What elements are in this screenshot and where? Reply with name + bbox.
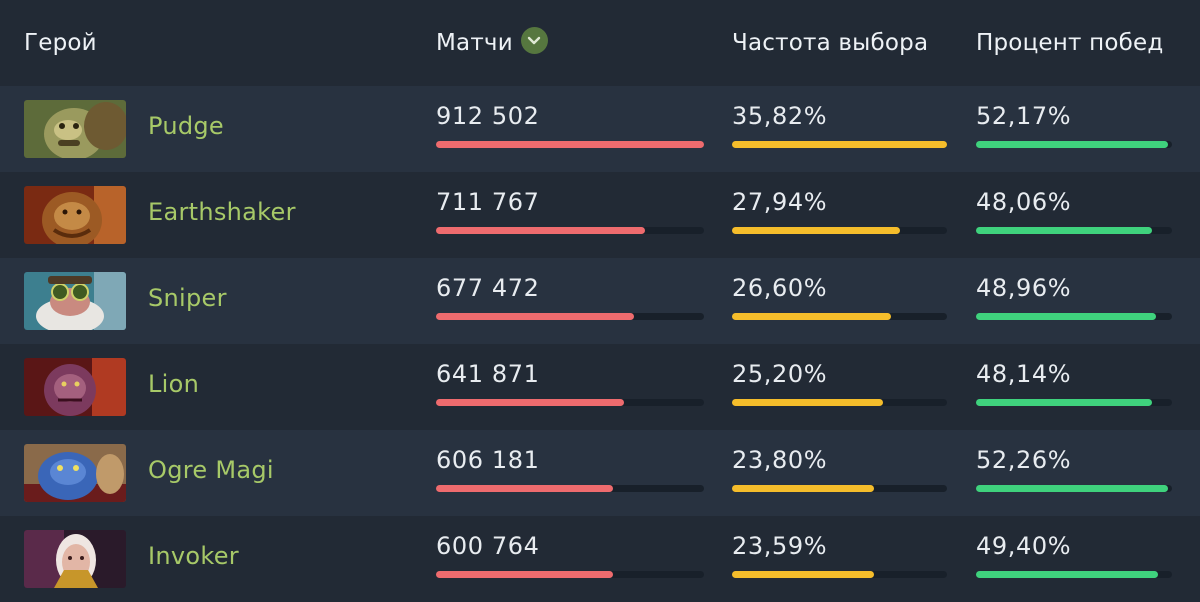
- hero-name[interactable]: Invoker: [148, 542, 239, 570]
- hero-portrait[interactable]: [24, 100, 126, 158]
- win-rate-bar: [976, 227, 1172, 234]
- pick-rate-value: 27,94%: [732, 188, 828, 216]
- win-rate-bar: [976, 571, 1172, 578]
- matches-bar-fill: [436, 227, 646, 234]
- win-rate-bar: [976, 485, 1172, 492]
- hero-portrait[interactable]: [24, 444, 126, 502]
- win-rate-bar: [976, 313, 1172, 320]
- pick-rate-bar: [732, 141, 947, 148]
- hero-name[interactable]: Earthshaker: [148, 198, 296, 226]
- pick-rate-bar-fill: [732, 141, 947, 148]
- win-rate-value: 48,06%: [976, 188, 1072, 216]
- hero-name[interactable]: Sniper: [148, 284, 227, 312]
- table-row[interactable]: Ogre Magi 606 181 23,80% 52,26%: [0, 430, 1200, 516]
- hero-name[interactable]: Pudge: [148, 112, 224, 140]
- hero-portrait[interactable]: [24, 530, 126, 588]
- win-rate-bar-fill: [976, 571, 1159, 578]
- matches-bar: [436, 571, 704, 578]
- matches-value: 600 764: [436, 532, 540, 560]
- matches-bar: [436, 399, 704, 406]
- column-header-win-rate[interactable]: Процент побед: [976, 30, 1164, 56]
- win-rate-bar: [976, 399, 1172, 406]
- column-header-matches-label: Матчи: [436, 30, 513, 56]
- matches-value: 677 472: [436, 274, 540, 302]
- matches-bar-fill: [436, 571, 613, 578]
- matches-bar: [436, 227, 704, 234]
- pick-rate-bar: [732, 227, 947, 234]
- hero-name[interactable]: Lion: [148, 370, 200, 398]
- pick-rate-bar-fill: [732, 399, 883, 406]
- matches-value: 711 767: [436, 188, 540, 216]
- matches-bar-fill: [436, 485, 613, 492]
- table-row[interactable]: Pudge 912 502 35,82% 52,17%: [0, 86, 1200, 172]
- hero-portrait[interactable]: [24, 272, 126, 330]
- column-header-pick-rate[interactable]: Частота выбора: [732, 30, 929, 56]
- win-rate-bar-fill: [976, 399, 1153, 406]
- matches-bar-fill: [436, 313, 635, 320]
- win-rate-value: 52,17%: [976, 102, 1072, 130]
- table-row[interactable]: Lion 641 871 25,20% 48,14%: [0, 344, 1200, 430]
- win-rate-value: 52,26%: [976, 446, 1072, 474]
- table-row[interactable]: Invoker 600 764 23,59% 49,40%: [0, 516, 1200, 602]
- column-header-matches[interactable]: Матчи: [436, 27, 548, 57]
- win-rate-bar-fill: [976, 141, 1169, 148]
- matches-bar-fill: [436, 399, 624, 406]
- pick-rate-bar-fill: [732, 571, 874, 578]
- win-rate-value: 49,40%: [976, 532, 1072, 560]
- column-header-hero[interactable]: Герой: [24, 30, 97, 56]
- win-rate-bar: [976, 141, 1172, 148]
- table-row[interactable]: Sniper 677 472 26,60% 48,96%: [0, 258, 1200, 344]
- chevron-down-icon[interactable]: [520, 27, 548, 54]
- win-rate-value: 48,96%: [976, 274, 1072, 302]
- matches-value: 641 871: [436, 360, 540, 388]
- matches-value: 912 502: [436, 102, 540, 130]
- pick-rate-bar: [732, 399, 947, 406]
- pick-rate-value: 23,59%: [732, 532, 828, 560]
- table-row[interactable]: Earthshaker 711 767 27,94% 48,06%: [0, 172, 1200, 258]
- win-rate-bar-fill: [976, 227, 1153, 234]
- hero-name[interactable]: Ogre Magi: [148, 456, 274, 484]
- hero-portrait[interactable]: [24, 186, 126, 244]
- matches-bar: [436, 485, 704, 492]
- pick-rate-value: 25,20%: [732, 360, 828, 388]
- matches-bar-fill: [436, 141, 704, 148]
- pick-rate-value: 35,82%: [732, 102, 828, 130]
- hero-portrait[interactable]: [24, 358, 126, 416]
- win-rate-value: 48,14%: [976, 360, 1072, 388]
- table-header: Герой Матчи Частота выбора Процент побед: [0, 0, 1200, 86]
- pick-rate-value: 26,60%: [732, 274, 828, 302]
- matches-bar: [436, 313, 704, 320]
- pick-rate-value: 23,80%: [732, 446, 828, 474]
- win-rate-bar-fill: [976, 313, 1157, 320]
- pick-rate-bar-fill: [732, 313, 892, 320]
- pick-rate-bar: [732, 485, 947, 492]
- pick-rate-bar-fill: [732, 227, 900, 234]
- pick-rate-bar: [732, 571, 947, 578]
- win-rate-bar-fill: [976, 485, 1169, 492]
- matches-bar: [436, 141, 704, 148]
- pick-rate-bar-fill: [732, 485, 874, 492]
- pick-rate-bar: [732, 313, 947, 320]
- matches-value: 606 181: [436, 446, 540, 474]
